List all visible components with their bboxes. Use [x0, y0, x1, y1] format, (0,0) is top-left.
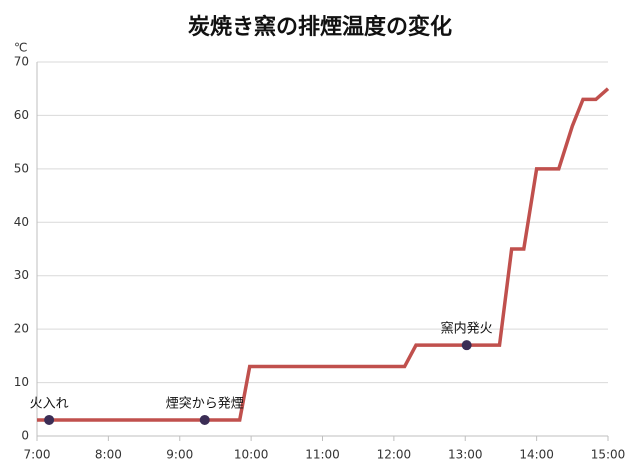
annotation-label: 窯内発火 [441, 321, 493, 337]
y-tick-label: 0 [21, 429, 29, 443]
x-tick-label: 14:00 [519, 448, 554, 462]
annotation-marker [461, 340, 472, 351]
x-tick-label: 12:00 [377, 448, 412, 462]
x-tick-label: 13:00 [448, 448, 483, 462]
y-tick-label: 60 [14, 108, 29, 122]
y-tick-label: 30 [14, 268, 29, 282]
data-line [37, 87, 610, 422]
x-tick-label: 10:00 [234, 448, 269, 462]
y-tick-label: 10 [14, 375, 29, 389]
annotation-marker [199, 414, 210, 425]
x-tick-label: 9:00 [166, 448, 193, 462]
y-tick-label: 70 [14, 55, 29, 69]
x-tick-label: 7:00 [24, 448, 51, 462]
x-tick-label: 11:00 [305, 448, 340, 462]
annotation-marker [44, 414, 55, 425]
y-tick-label: 50 [14, 161, 29, 175]
y-tick-label: 20 [14, 322, 29, 336]
annotation-label: 煙突から発煙 [166, 395, 244, 411]
y-unit-label: ℃ [14, 41, 27, 55]
x-tick-label: 8:00 [95, 448, 122, 462]
chart-title: 炭焼き窯の排煙温度の変化 [188, 14, 452, 40]
y-tick-label: 40 [14, 215, 29, 229]
annotation-label: 火入れ [30, 396, 69, 411]
x-tick-label: 15:00 [591, 448, 626, 462]
